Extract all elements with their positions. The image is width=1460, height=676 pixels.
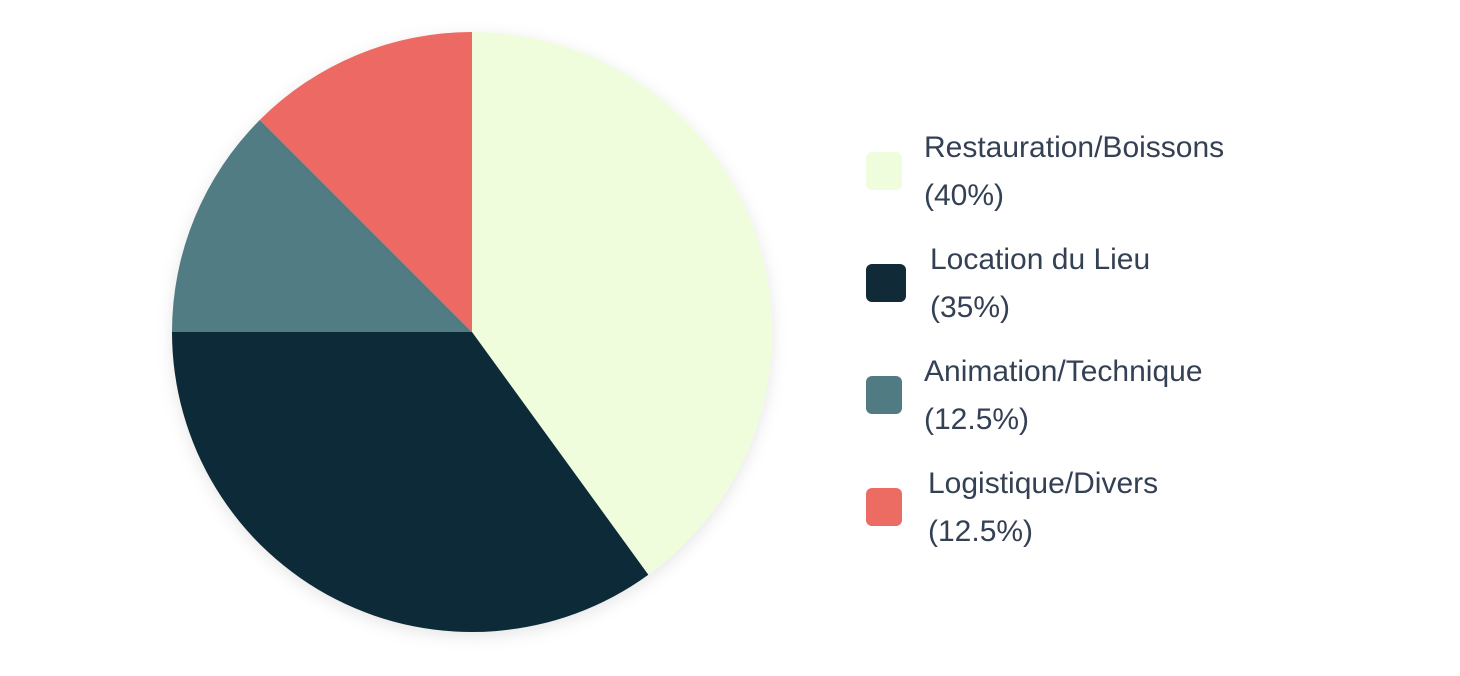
- legend-label-location-du-lieu: Location du Lieu: [930, 243, 1151, 276]
- legend-label-restauration-boissons: Restauration/Boissons: [924, 131, 1225, 164]
- pie-slices: [171, 32, 773, 633]
- legend-value-location-du-lieu: (35%): [930, 291, 1011, 324]
- pie-slice-logistique-divers[interactable]: [259, 32, 472, 332]
- legend-swatch-restauration-boissons: [866, 152, 902, 190]
- legend-swatch-logistique-divers: [866, 488, 902, 526]
- legend-text-animation-technique: Animation/Technique (12.5%): [924, 348, 1203, 444]
- legend-label-logistique-divers: Logistique/Divers: [928, 467, 1159, 500]
- legend-value-restauration-boissons: (40%): [924, 179, 1005, 212]
- legend-text-location-du-lieu: Location du Lieu (35%): [930, 236, 1150, 332]
- pie-slice-restauration-boissons[interactable]: [472, 32, 773, 575]
- legend-item-restauration-boissons[interactable]: Restauration/Boissons (40%): [866, 128, 1306, 218]
- legend-swatch-animation-technique: [866, 376, 902, 414]
- legend-swatch-location-du-lieu: [866, 264, 906, 302]
- legend-text-logistique-divers: Logistique/Divers (12.5%): [928, 460, 1158, 556]
- legend-text-restauration-boissons: Restauration/Boissons (40%): [924, 124, 1224, 220]
- legend-item-logistique-divers[interactable]: Logistique/Divers (12.5%): [866, 464, 1306, 554]
- pie-slice-animation-technique[interactable]: [172, 119, 472, 333]
- legend-value-logistique-divers: (12.5%): [928, 515, 1034, 548]
- legend-label-animation-technique: Animation/Technique: [924, 355, 1203, 388]
- legend-item-animation-technique[interactable]: Animation/Technique (12.5%): [866, 352, 1306, 442]
- pie-slice-location-du-lieu[interactable]: [171, 332, 649, 633]
- legend-item-location-du-lieu[interactable]: Location du Lieu (35%): [866, 240, 1306, 330]
- legend-value-animation-technique: (12.5%): [924, 403, 1030, 436]
